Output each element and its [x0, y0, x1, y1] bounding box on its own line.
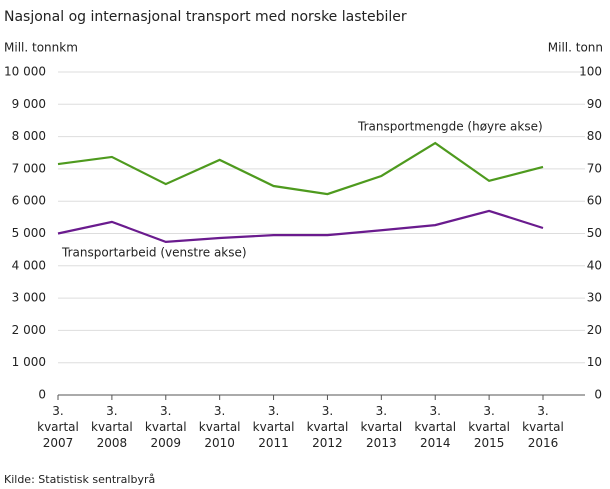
- x-tick-label: 3. kvartal 2013: [360, 404, 403, 450]
- y2-tick-label: 70: [587, 161, 602, 175]
- y2-tick-label: 20: [587, 323, 602, 337]
- y2-tick-label: 30: [587, 291, 602, 305]
- series-line: [57, 209, 544, 244]
- x-tick-label: 3. kvartal 2014: [414, 404, 457, 450]
- y-axis-label: Mill. tonnkm: [4, 41, 78, 55]
- y2-tick-label: 10: [587, 355, 602, 369]
- y2-tick-label: 50: [587, 226, 602, 240]
- y2-tick-label: 100: [579, 65, 602, 79]
- x-tick-label: 3. kvartal 2012: [306, 404, 349, 450]
- y2-axis-label: Mill. tonn: [548, 41, 603, 55]
- chart-title: Nasjonal og internasjonal transport med …: [4, 9, 407, 25]
- x-tick-label: 3. kvartal 2010: [198, 404, 241, 450]
- y-tick-label: 1 000: [12, 355, 46, 369]
- y2-tick-label: 90: [587, 97, 602, 111]
- series-label: Transportarbeid (venstre akse): [61, 246, 247, 260]
- y-tick-label: 5 000: [12, 226, 46, 240]
- series-label: Transportmengde (høyre akse): [357, 120, 543, 134]
- source: Kilde: Statistisk sentralbyrå: [4, 473, 155, 486]
- y-tick-label: 3 000: [12, 291, 46, 305]
- x-tick-label: 3. kvartal 2016: [522, 404, 564, 450]
- y-tick-label: 9 000: [12, 97, 46, 111]
- y2-tick-label: 80: [587, 129, 602, 143]
- x-tick-label: 3. kvartal 2011: [252, 404, 295, 450]
- y2-tick-label: 60: [587, 194, 602, 208]
- x-tick-label: 3. kvartal 2015: [468, 404, 510, 450]
- x-tick-label: 3. kvartal 2007: [37, 404, 79, 450]
- y2-tick-label: 40: [587, 258, 602, 272]
- y-tick-label: 2 000: [12, 323, 46, 337]
- y2-tick-label: 0: [594, 388, 602, 402]
- y-tick-label: 6 000: [12, 194, 46, 208]
- y-tick-label: 4 000: [12, 258, 46, 272]
- y-tick-label: 0: [38, 388, 46, 402]
- y-tick-label: 7 000: [12, 161, 46, 175]
- y-tick-label: 8 000: [12, 129, 46, 143]
- series-line: [57, 141, 544, 196]
- x-tick-label: 3. kvartal 2009: [144, 404, 187, 450]
- y-tick-label: 10 000: [4, 65, 46, 79]
- x-tick-label: 3. kvartal 2008: [91, 404, 133, 450]
